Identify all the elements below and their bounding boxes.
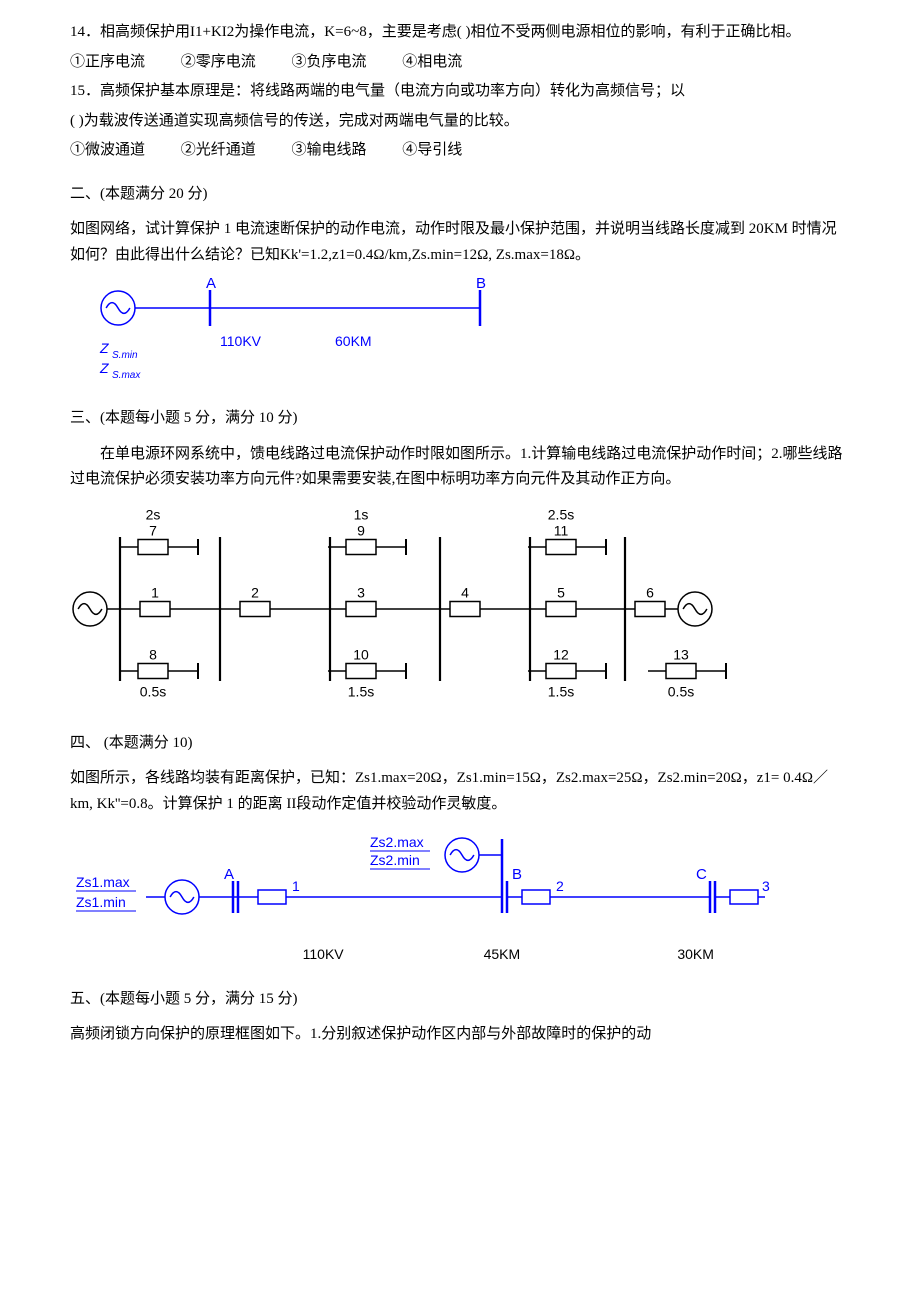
q14-num: 14． (70, 24, 100, 40)
svg-text:B: B (512, 866, 522, 883)
svg-text:2s: 2s (146, 506, 161, 522)
q15-options: ①微波通道 ②光纤通道 ③输电线路 ④导引线 (70, 138, 850, 164)
svg-text:11: 11 (554, 522, 569, 538)
sec2-p1: 如图网络，试计算保护 1 电流速断保护的动作电流，动作时限及最小保护范围，并说明… (70, 217, 850, 268)
q14-line1: 14．相高频保护用I1+KI2为操作电流，K=6~8，主要是考虑( )相位不受两… (70, 20, 850, 46)
fig4-d2: 30KM (606, 943, 786, 967)
fig4: Zs1.max Zs1.min A 1 Zs2.max Zs2.min B 2 C 3 110KV… (70, 827, 850, 969)
svg-text:10: 10 (353, 646, 369, 662)
sec4-title: 四、 (本题满分 10) (70, 731, 850, 757)
svg-text:2: 2 (556, 878, 564, 894)
sec3-title: 三、(本题每小题 5 分，满分 10 分) (70, 406, 850, 432)
sec5-title: 五、(本题每小题 5 分，满分 15 分) (70, 987, 850, 1013)
svg-text:1.5s: 1.5s (348, 683, 374, 699)
svg-text:3: 3 (357, 584, 365, 600)
svg-text:S.min: S.min (112, 350, 138, 361)
svg-text:Zs2.max: Zs2.max (370, 834, 424, 850)
q14-opt4: ④相电流 (402, 54, 462, 70)
svg-text:1: 1 (292, 878, 300, 894)
svg-text:4: 4 (461, 584, 469, 600)
q14-opt1: ①正序电流 (70, 54, 145, 70)
q15-line1: 15．高频保护基本原理是：将线路两端的电气量（电流方向或功率方向）转化为高频信号… (70, 79, 850, 105)
svg-text:7: 7 (149, 522, 157, 538)
sec2-title: 二、(本题满分 20 分) (70, 182, 850, 208)
fig2: ABZS.minZS.max110KV60KM (70, 278, 850, 388)
fig4-kv: 110KV (248, 943, 398, 967)
svg-text:1: 1 (151, 584, 159, 600)
fig2-svg: ABZS.minZS.max110KV60KM (70, 278, 570, 388)
svg-text:3: 3 (762, 878, 770, 894)
svg-text:6: 6 (646, 584, 654, 600)
q14-text: 相高频保护用I1+KI2为操作电流，K=6~8，主要是考虑( )相位不受两侧电源… (100, 24, 800, 40)
q15-line2: ( )为载波传送通道实现高频信号的传送，完成对两端电气量的比较。 (70, 109, 850, 135)
q15-text1: 高频保护基本原理是：将线路两端的电气量（电流方向或功率方向）转化为高频信号；以 (100, 83, 685, 99)
sec3-p1: 在单电源环网系统中，馈电线路过电流保护动作时限如图所示。1.计算输电线路过电流保… (70, 442, 850, 493)
svg-text:1s: 1s (354, 506, 369, 522)
sec4-p1: 如图所示，各线路均装有距离保护，已知：Zs1.max=20Ω，Zs1.min=1… (70, 766, 850, 817)
svg-text:Zs1.max: Zs1.max (76, 874, 130, 890)
svg-text:1.5s: 1.5s (548, 683, 574, 699)
q15-opt2: ②光纤通道 (181, 142, 256, 158)
q15-num: 15． (70, 83, 100, 99)
fig3-svg: 12345672s91s112.5s80.5s101.5s121.5s130.5… (70, 503, 740, 713)
fig4-labels: 110KV 45KM 30KM (70, 943, 850, 969)
svg-text:2.5s: 2.5s (548, 506, 574, 522)
svg-text:Z: Z (99, 340, 109, 356)
svg-text:5: 5 (557, 584, 565, 600)
svg-text:2: 2 (251, 584, 259, 600)
q14-opt2: ②零序电流 (181, 54, 256, 70)
svg-text:110KV: 110KV (220, 333, 262, 349)
fig4-d1: 45KM (402, 943, 602, 967)
q14-options: ①正序电流 ②零序电流 ③负序电流 ④相电流 (70, 50, 850, 76)
svg-text:A: A (206, 278, 216, 292)
q15-opt1: ①微波通道 (70, 142, 145, 158)
svg-text:0.5s: 0.5s (668, 683, 694, 699)
fig4-svg: Zs1.max Zs1.min A 1 Zs2.max Zs2.min B 2 C 3 (70, 827, 770, 937)
svg-text:Zs2.min: Zs2.min (370, 852, 420, 868)
svg-text:B: B (476, 278, 486, 292)
svg-text:12: 12 (553, 646, 569, 662)
svg-text:0.5s: 0.5s (140, 683, 166, 699)
svg-text:8: 8 (149, 646, 157, 662)
svg-text:60KM: 60KM (335, 333, 372, 349)
fig3: 12345672s91s112.5s80.5s101.5s121.5s130.5… (70, 503, 850, 713)
q15-opt4: ④导引线 (402, 142, 462, 158)
svg-text:C: C (696, 866, 707, 883)
svg-text:A: A (224, 866, 234, 883)
sec5-p1: 高频闭锁方向保护的原理框图如下。1.分别叙述保护动作区内部与外部故障时的保护的动 (70, 1022, 850, 1048)
q15-opt3: ③输电线路 (292, 142, 367, 158)
svg-text:Z: Z (99, 360, 109, 376)
svg-text:13: 13 (673, 646, 689, 662)
svg-text:Zs1.min: Zs1.min (76, 894, 126, 910)
svg-text:S.max: S.max (112, 370, 141, 381)
svg-text:9: 9 (357, 522, 365, 538)
q14-opt3: ③负序电流 (292, 54, 367, 70)
